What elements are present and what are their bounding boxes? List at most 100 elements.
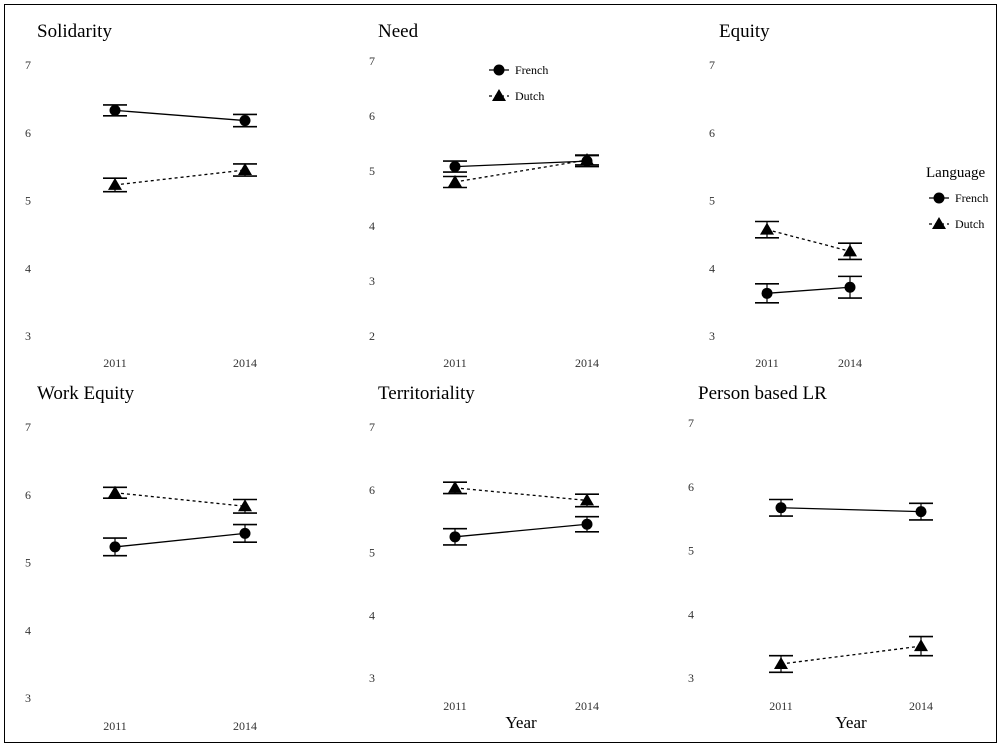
series-french [443,154,599,173]
panel-title: Work Equity [37,383,135,404]
legend-circle-icon [933,192,945,204]
y-tick-label: 7 [369,420,375,434]
y-tick-label: 4 [25,623,31,637]
data-point-triangle [914,639,928,652]
y-tick-label: 5 [25,556,31,570]
y-tick-label: 5 [688,544,694,558]
panel-title: Need [378,21,419,42]
data-point-circle [109,541,121,553]
y-tick-label: 6 [688,480,694,494]
x-tick-label: 2011 [103,719,127,733]
x-tick-label: 2014 [909,699,933,713]
y-tick-label: 7 [688,416,694,430]
y-tick-label: 3 [688,671,694,685]
y-tick-label: 4 [369,219,375,233]
series-french [103,104,257,128]
y-tick-label: 7 [369,54,375,68]
y-tick-label: 4 [369,608,375,622]
legend-label: Dutch [515,89,544,103]
legend-french: French [929,191,988,205]
need-legend-dutch: Dutch [489,89,544,103]
series-dutch [769,635,933,674]
x-tick-label: 2011 [769,699,793,713]
series-dutch [755,220,862,261]
y-tick-label: 5 [25,194,31,208]
series-french [443,515,599,546]
y-tick-label: 4 [25,261,31,275]
series-line [780,507,922,513]
data-point-circle [449,531,461,543]
figure-frame: Solidarity 3 4 5 6 7 2011 2014 Need 2 3 4 5 6 7 2011 201… [4,4,997,743]
data-point-triangle [580,493,594,506]
data-point-triangle [108,485,122,498]
data-point-triangle [448,480,462,493]
data-point-triangle [760,222,774,235]
panel-1: Solidarity 3 4 5 6 7 2011 2014 [25,21,257,370]
legend-title: Language [926,165,985,181]
data-point-circle [109,104,121,116]
x-tick-label: 2014 [233,719,257,733]
series-french [769,498,933,521]
series-dutch [443,480,599,508]
series-line [780,645,922,665]
x-tick-label: 2014 [575,699,599,713]
y-tick-label: 7 [709,58,715,72]
legend-triangle-icon [492,89,506,101]
x-axis-label: Year [505,713,537,732]
data-point-circle [581,518,593,530]
y-tick-label: 2 [369,329,375,343]
legend-dutch: Dutch [929,217,984,231]
x-tick-label: 2011 [103,356,127,370]
series-line [114,169,246,186]
data-point-triangle [108,177,122,190]
panel-title: Person based LR [698,383,827,404]
y-tick-label: 7 [25,58,31,72]
series-line [454,159,588,183]
panel-6: Person based LR 3 4 5 6 7 2011 2014 Year [688,383,933,732]
panel-title: Territoriality [378,383,475,404]
x-tick-label: 2014 [233,356,257,370]
panel-4: Work Equity 3 4 5 6 7 2011 2014 [25,383,257,733]
series-line [454,160,588,168]
y-tick-label: 4 [688,607,694,621]
data-point-circle [915,506,927,518]
series-dutch [103,163,257,193]
x-tick-label: 2014 [575,356,599,370]
series-dutch [443,153,599,189]
data-point-circle [239,115,251,127]
legend-label: Dutch [955,217,984,231]
chart-canvas: Solidarity 3 4 5 6 7 2011 2014 Need 2 3 4 5 6 7 2011 201… [25,21,988,733]
y-tick-label: 3 [25,329,31,343]
y-tick-label: 6 [369,483,375,497]
data-point-triangle [448,175,462,187]
y-tick-label: 3 [25,691,31,705]
y-tick-label: 4 [709,261,715,275]
series-line [766,229,851,252]
y-tick-label: 3 [369,671,375,685]
legend-label: French [515,63,548,77]
data-point-triangle [843,244,857,257]
x-tick-label: 2011 [443,699,467,713]
series-french [755,275,862,304]
y-tick-label: 5 [709,194,715,208]
y-tick-label: 6 [25,488,31,502]
legend-circle-icon [493,64,505,76]
x-tick-label: 2011 [443,356,467,370]
y-tick-label: 5 [369,546,375,560]
series-line [114,532,246,548]
data-point-circle [449,161,461,173]
panel-3: Equity 3 4 5 6 7 2011 2014 [709,21,862,370]
series-line [766,286,851,294]
data-point-circle [239,527,251,539]
x-tick-label: 2011 [755,356,779,370]
data-point-triangle [238,499,252,512]
series-line [454,523,588,538]
legend-label: French [955,191,988,205]
x-tick-label: 2014 [838,356,862,370]
panel-title: Solidarity [37,21,112,42]
panel-5: Territoriality 3 4 5 6 7 2011 2014 Year [369,383,599,732]
y-tick-label: 6 [709,126,715,140]
y-tick-label: 3 [709,329,715,343]
data-point-circle [761,287,773,299]
data-point-triangle [774,656,788,669]
